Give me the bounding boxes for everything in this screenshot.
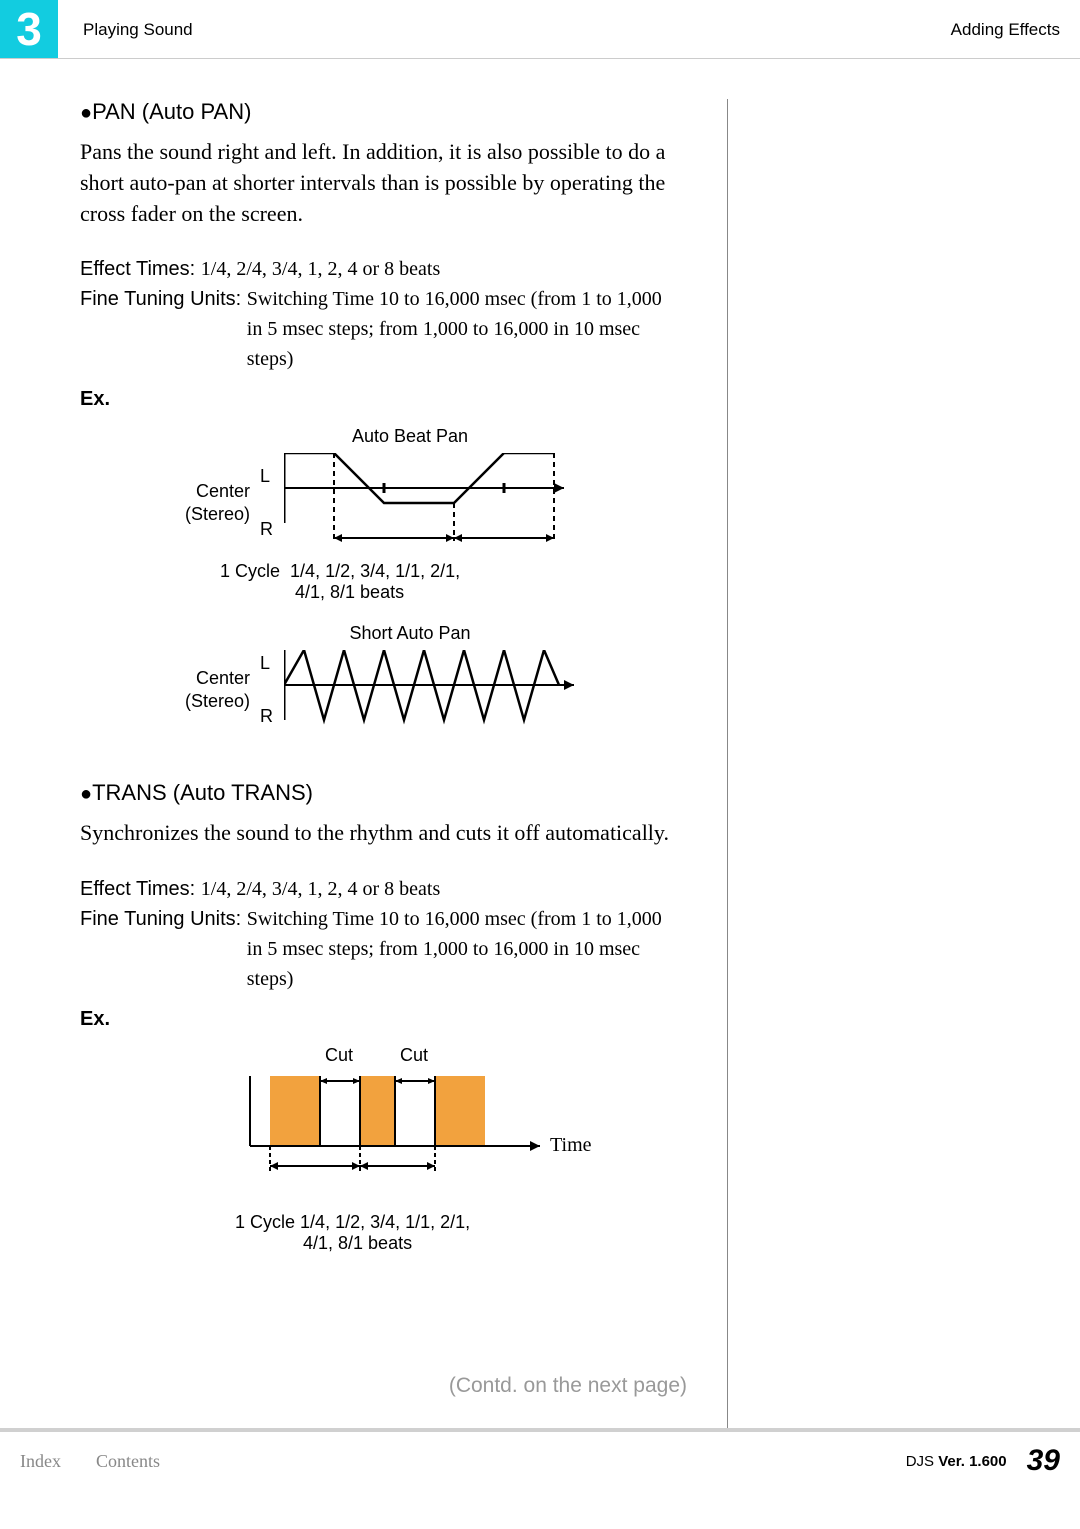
page-footer: Index Contents DJS Ver. 1.600 39 <box>0 1428 1080 1490</box>
cut-label-1: Cut <box>325 1046 353 1065</box>
trans-cycle-prefix: 1 Cycle <box>235 1212 295 1232</box>
center-label-2: Center <box>196 668 250 688</box>
lr-labels-2: L R <box>260 653 284 727</box>
version-text: DJS Ver. 1.600 <box>906 1453 1007 1470</box>
diagram1-title: Auto Beat Pan <box>260 426 560 447</box>
ver-label: Ver. <box>938 1453 969 1470</box>
trans-body-text: Synchronizes the sound to the rhythm and… <box>80 818 687 849</box>
trans-cycle-line1: 1/4, 1/2, 3/4, 1/1, 2/1, <box>300 1212 470 1232</box>
r-label: R <box>260 519 284 540</box>
page-number: 39 <box>1027 1444 1060 1478</box>
cut-label-2: Cut <box>400 1046 428 1065</box>
product-name: DJS <box>906 1453 934 1470</box>
trans-effect-times-value: 1/4, 2/4, 3/4, 1, 2, 4 or 8 beats <box>201 874 440 904</box>
bullet-icon: ● <box>80 102 92 124</box>
l-label: L <box>260 466 284 487</box>
pan-ex-label: Ex. <box>80 388 687 411</box>
diagram2-side-label: Center (Stereo) <box>160 667 260 714</box>
trans-ex-label: Ex. <box>80 1008 687 1031</box>
cycle-beats-line1: 1/4, 1/2, 3/4, 1/1, 2/1, <box>290 561 460 581</box>
trans-fine-tuning-row: Fine Tuning Units: Switching Time 10 to … <box>80 904 687 994</box>
auto-beat-pan-svg <box>284 453 584 553</box>
auto-beat-pan-diagram: Auto Beat Pan Center (Stereo) L R <box>160 426 687 603</box>
main-content: ●PAN (Auto PAN) Pans the sound right and… <box>80 99 728 1428</box>
pan-effect-times-row: Effect Times: 1/4, 2/4, 3/4, 1, 2, 4 or … <box>80 254 687 284</box>
diagram2-title: Short Auto Pan <box>260 623 560 644</box>
trans-diagram: Cut Cut <box>230 1046 687 1254</box>
trans-cycle-line2: 4/1, 8/1 beats <box>303 1233 412 1254</box>
index-link[interactable]: Index <box>20 1451 61 1472</box>
lr-labels: L R <box>260 466 284 540</box>
chapter-badge: 3 <box>0 0 58 58</box>
trans-title-text: TRANS (Auto TRANS) <box>92 780 313 805</box>
fine-tuning-label: Fine Tuning Units: <box>80 284 247 374</box>
short-auto-pan-svg <box>284 650 584 730</box>
trans-fine-tuning-value: Switching Time 10 to 16,000 msec (from 1… <box>247 904 667 994</box>
continued-text: (Contd. on the next page) <box>80 1374 687 1398</box>
trans-fine-tuning-label: Fine Tuning Units: <box>80 904 247 994</box>
ver-number: 1.600 <box>969 1453 1007 1470</box>
cycle-beats-line2: 4/1, 8/1 beats <box>295 582 404 603</box>
fine-tuning-value: Switching Time 10 to 16,000 msec (from 1… <box>247 284 667 374</box>
trans-cycle-text: 1 Cycle 1/4, 1/2, 3/4, 1/1, 2/1, 4/1, 8/… <box>235 1212 687 1254</box>
diagram1-side-label: Center (Stereo) <box>160 480 260 527</box>
trans-svg: Cut Cut <box>230 1046 630 1206</box>
center-label: Center <box>196 481 250 501</box>
contents-link[interactable]: Contents <box>96 1451 160 1472</box>
r-label-2: R <box>260 706 284 727</box>
trans-effect-times-label: Effect Times: <box>80 874 201 904</box>
pan-fine-tuning-row: Fine Tuning Units: Switching Time 10 to … <box>80 284 687 374</box>
pan-title-text: PAN (Auto PAN) <box>92 99 251 124</box>
header-left-text: Playing Sound <box>58 0 193 40</box>
stereo-label-2: (Stereo) <box>185 691 250 711</box>
time-axis-label: Time <box>550 1134 592 1156</box>
effect-times-label: Effect Times: <box>80 254 201 284</box>
page-header: 3 Playing Sound Adding Effects <box>0 0 1080 59</box>
cycle-prefix: 1 Cycle <box>220 561 280 581</box>
pan-body-text: Pans the sound right and left. In additi… <box>80 137 687 229</box>
trans-section: ●TRANS (Auto TRANS) Synchronizes the sou… <box>80 780 687 1254</box>
pan-section-title: ●PAN (Auto PAN) <box>80 99 687 125</box>
effect-times-value: 1/4, 2/4, 3/4, 1, 2, 4 or 8 beats <box>201 254 440 284</box>
header-right-text: Adding Effects <box>951 0 1080 40</box>
trans-effect-times-row: Effect Times: 1/4, 2/4, 3/4, 1, 2, 4 or … <box>80 874 687 904</box>
short-auto-pan-diagram: Short Auto Pan Center (Stereo) L R <box>160 623 687 730</box>
stereo-label: (Stereo) <box>185 504 250 524</box>
trans-section-title: ●TRANS (Auto TRANS) <box>80 780 687 806</box>
bullet-icon-2: ● <box>80 783 92 805</box>
diagram1-cycle-text: 1 Cycle 1/4, 1/2, 3/4, 1/1, 2/1, 4/1, 8/… <box>220 561 687 603</box>
l-label-2: L <box>260 653 284 674</box>
